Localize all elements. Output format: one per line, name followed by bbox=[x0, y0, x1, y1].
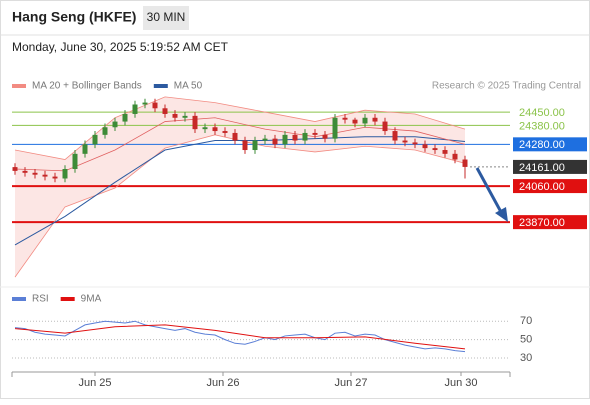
candle-body bbox=[432, 148, 438, 151]
legend-label: 9MA bbox=[81, 294, 102, 305]
timeframe: 30 MIN bbox=[147, 10, 186, 24]
candle-body bbox=[422, 144, 428, 149]
candle-body bbox=[92, 134, 98, 145]
candle-body bbox=[102, 127, 108, 135]
candle-body bbox=[22, 170, 28, 173]
candle-body bbox=[392, 131, 398, 141]
candle-body bbox=[112, 121, 118, 128]
ma50-line bbox=[14, 136, 466, 246]
timestamp: Monday, June 30, 2025 5:19:52 AM CET bbox=[12, 40, 229, 54]
candle-body bbox=[202, 127, 208, 130]
candle-body bbox=[132, 104, 138, 114]
level-label: 24380.00 bbox=[519, 120, 565, 132]
x-tick-label: Jun 26 bbox=[206, 377, 239, 389]
title: Hang Seng (HKFE) bbox=[12, 9, 136, 25]
candle-body bbox=[442, 150, 448, 154]
candle-body bbox=[72, 153, 78, 169]
candle-body bbox=[12, 167, 18, 171]
candle-body bbox=[342, 117, 348, 120]
x-tick-label: Jun 30 bbox=[444, 377, 477, 389]
legend-label: MA 50 bbox=[174, 81, 203, 92]
candle-body bbox=[232, 132, 238, 141]
forecast-arrowhead bbox=[495, 207, 508, 222]
x-tick-label: Jun 27 bbox=[334, 377, 367, 389]
candle-body bbox=[332, 117, 338, 139]
legend-swatch bbox=[60, 297, 75, 301]
candle-body bbox=[262, 138, 268, 141]
level-label-box bbox=[513, 159, 587, 174]
legend-swatch bbox=[12, 297, 26, 301]
bollinger-band bbox=[15, 96, 465, 278]
candle-body bbox=[352, 119, 358, 124]
candle-body bbox=[362, 117, 368, 124]
candle-body bbox=[222, 131, 228, 133]
candle-body bbox=[52, 176, 58, 179]
ma9-line bbox=[14, 324, 466, 350]
forecast-arrow bbox=[475, 167, 503, 213]
level-label-box bbox=[513, 137, 587, 152]
candle-body bbox=[382, 121, 388, 132]
candle-body bbox=[162, 108, 168, 114]
candle-body bbox=[42, 174, 48, 177]
candle-body bbox=[152, 102, 158, 109]
candle-body bbox=[212, 127, 218, 132]
legend-swatch bbox=[153, 84, 168, 88]
candle-body bbox=[302, 132, 308, 141]
candle-body bbox=[122, 113, 128, 122]
legend-swatch bbox=[12, 84, 26, 88]
level-label-box bbox=[513, 215, 587, 230]
y-tick-label: 50 bbox=[520, 334, 532, 346]
candle-body bbox=[322, 134, 328, 139]
level-label: 24280.00 bbox=[519, 139, 565, 151]
candle-body bbox=[82, 144, 88, 154]
candle-body bbox=[192, 115, 198, 130]
candle-body bbox=[292, 134, 298, 141]
candle-body bbox=[452, 153, 458, 160]
credit: Research © 2025 Trading Central bbox=[432, 81, 581, 92]
legend-label: RSI bbox=[32, 294, 49, 305]
legend-label: MA 20 + Bollinger Bands bbox=[32, 81, 142, 92]
candle-body bbox=[252, 140, 258, 151]
x-tick-label: Jun 25 bbox=[78, 377, 111, 389]
candle-body bbox=[272, 138, 278, 145]
level-label-box bbox=[513, 179, 587, 194]
candle-body bbox=[402, 140, 408, 143]
candle-body bbox=[62, 169, 68, 179]
level-label: 24161.00 bbox=[519, 162, 565, 174]
y-tick-label: 70 bbox=[520, 315, 532, 327]
candle-body bbox=[412, 142, 418, 145]
timeframe-box bbox=[143, 6, 189, 30]
candle-body bbox=[312, 132, 318, 135]
marks: MA 20 + Bollinger Bands MA 50 24450.002438… bbox=[12, 81, 587, 389]
level-label: 24060.00 bbox=[519, 181, 565, 193]
candle-body bbox=[462, 159, 468, 167]
candle-body bbox=[142, 102, 148, 105]
candle-body bbox=[172, 113, 178, 118]
candle-body bbox=[32, 172, 38, 175]
bollinger-upper bbox=[14, 96, 466, 160]
ma20-line bbox=[14, 117, 466, 172]
candle-body bbox=[372, 117, 378, 122]
level-label: 24450.00 bbox=[519, 107, 565, 119]
candle-body bbox=[282, 134, 288, 145]
level-label: 23870.00 bbox=[519, 217, 565, 229]
y-tick-label: 30 bbox=[520, 352, 532, 364]
candle-body bbox=[242, 140, 248, 151]
rsi-line bbox=[14, 320, 466, 353]
candle-body bbox=[182, 115, 188, 118]
